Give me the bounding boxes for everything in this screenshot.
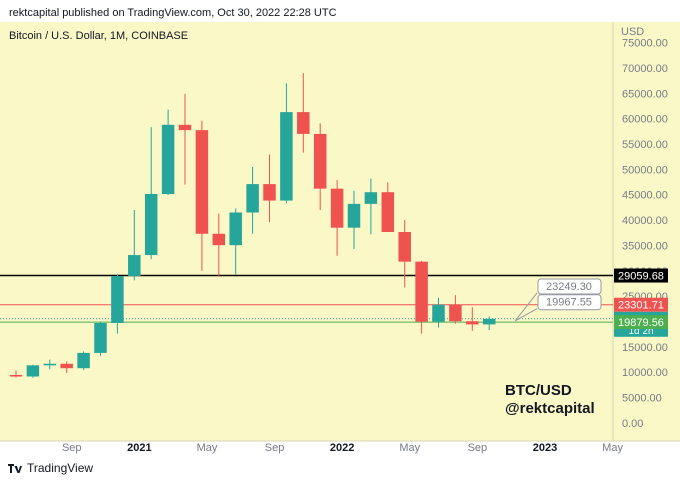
price-callouts: 23249.30 19967.55 — [514, 278, 602, 322]
candles — [9, 73, 496, 378]
publisher-attribution: rektcapital published on TradingView.com… — [9, 7, 337, 19]
y-tick-label: 50000.00 — [622, 164, 668, 176]
callout-pointer — [514, 308, 538, 322]
candle-body — [246, 184, 259, 213]
y-tick-label: 45000.00 — [622, 190, 668, 202]
tradingview-brand: TradingView — [27, 461, 94, 475]
candle-body — [144, 193, 158, 256]
y-tick-label: 75000.00 — [622, 38, 668, 50]
price-axis-background — [613, 22, 680, 441]
y-tick-label: 0.00 — [622, 418, 643, 430]
candle-body — [195, 130, 209, 234]
price-axis-label: 19879.56 — [618, 317, 664, 329]
x-tick-label: 2022 — [330, 442, 354, 454]
x-axis-ticks: Sep 2021 May Sep 2022 May Sep 2023 May — [62, 442, 623, 454]
x-tick-label: Sep — [62, 442, 82, 454]
candle-body — [111, 276, 124, 323]
y-tick-label: 40000.00 — [622, 215, 668, 227]
candle-body — [212, 233, 226, 246]
candle-body — [43, 363, 57, 366]
tradingview-footer[interactable]: TradingView — [8, 460, 93, 476]
callout-label: 19967.55 — [546, 297, 592, 309]
btc-monthly-candlestick-chart[interactable]: Bitcoin / U.S. Dollar, 1M, COINBASE USD … — [0, 22, 680, 454]
candle-body — [466, 321, 479, 325]
candle-body — [415, 261, 428, 322]
candle-body — [128, 255, 141, 277]
y-tick-label: 60000.00 — [622, 114, 668, 126]
candle-body — [77, 352, 90, 369]
candle-body — [449, 304, 462, 322]
price-axis-label: 23301.71 — [618, 300, 664, 312]
callout-label: 23249.30 — [546, 281, 592, 293]
y-tick-label: 65000.00 — [622, 88, 668, 100]
y-tick-label: 10000.00 — [622, 367, 668, 379]
chart-container[interactable]: Bitcoin / U.S. Dollar, 1M, COINBASE USD … — [0, 22, 680, 454]
price-axis-label-box — [614, 315, 668, 330]
plot-background — [0, 22, 613, 441]
candle-body — [432, 304, 445, 322]
candle-body — [330, 188, 344, 228]
candle-body — [313, 133, 327, 189]
x-tick-label: Sep — [265, 442, 285, 454]
tradingview-logo-icon — [8, 464, 22, 473]
callout-box — [537, 294, 602, 311]
candle-body — [60, 363, 73, 369]
price-axis-label-box — [614, 297, 668, 312]
candle-body — [482, 318, 496, 325]
candle-body — [161, 124, 175, 194]
price-axis-label-box — [614, 268, 668, 283]
x-tick-label: May — [602, 442, 623, 454]
price-axis-label: 29059.68 — [618, 271, 664, 283]
x-tick-label: 2021 — [127, 442, 151, 454]
candle-body — [347, 203, 361, 228]
y-tick-label: 15000.00 — [622, 342, 668, 354]
candle-body — [26, 365, 40, 377]
y-tick-label: 55000.00 — [622, 139, 668, 151]
y-tick-label: 70000.00 — [622, 63, 668, 75]
currency-label: USD — [621, 26, 644, 38]
candle-body — [263, 184, 276, 201]
x-tick-label: Sep — [468, 442, 488, 454]
candle-body — [381, 192, 395, 232]
chart-title: Bitcoin / U.S. Dollar, 1M, COINBASE — [9, 30, 188, 42]
annotation-pair: BTC/USD — [505, 382, 572, 399]
candle-body — [178, 124, 192, 131]
candle-body — [280, 112, 293, 201]
candle-body — [94, 322, 107, 353]
candle-body — [398, 232, 411, 262]
x-tick-label: May — [399, 442, 420, 454]
y-tick-label: 5000.00 — [622, 393, 662, 405]
x-tick-label: 2023 — [533, 442, 557, 454]
price-axis-sublabel: 1d 2h — [628, 326, 653, 337]
horizontal-levels — [0, 274, 613, 323]
candle-body — [229, 212, 242, 246]
candle-body — [9, 374, 23, 377]
candle-body — [297, 112, 310, 134]
y-tick-label: 35000.00 — [622, 240, 668, 252]
x-tick-label: May — [197, 442, 218, 454]
callout-box — [537, 278, 602, 295]
candle-body — [364, 192, 378, 204]
annotation-handle: @rektcapital — [505, 400, 595, 417]
callout-pointer — [514, 292, 538, 322]
